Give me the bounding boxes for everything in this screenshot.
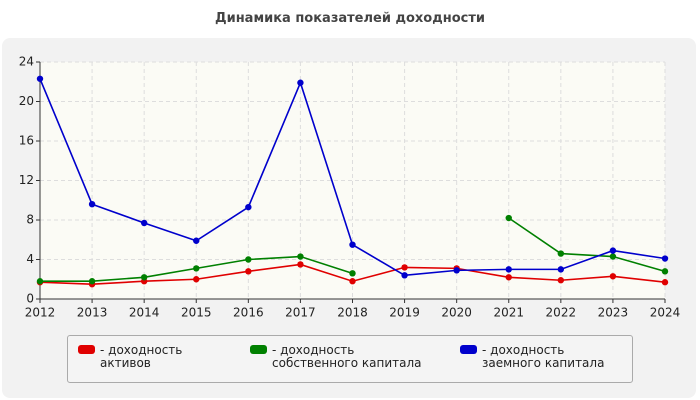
data-point [401,264,408,271]
data-point [36,75,44,82]
data-point [297,261,304,268]
x-tick-label: 2016 [233,306,264,320]
x-tick-label: 2012 [25,306,56,320]
y-tick-label: 0 [26,292,34,306]
y-tick-label: 16 [19,134,34,148]
data-point [245,256,252,263]
data-point [349,278,356,285]
data-point [557,277,565,284]
data-point [140,219,148,227]
legend-label: - доходность заемного капитала [482,343,605,370]
x-tick-label: 2021 [493,306,524,320]
x-tick-label: 2014 [129,306,160,320]
data-point [349,270,356,277]
x-tick-label: 2022 [546,306,577,320]
chart-title: Динамика показателей доходности [215,11,485,26]
data-point [453,267,460,274]
x-tick-label: 2023 [598,306,629,320]
y-tick-label: 4 [26,252,34,266]
data-point [297,253,304,260]
data-point [297,79,304,86]
x-tick-label: 2017 [285,306,316,320]
data-point [557,250,565,257]
y-tick-label: 8 [26,213,34,227]
data-point [193,237,200,244]
data-point [661,268,669,275]
data-point [245,268,252,275]
data-point [193,276,200,283]
legend-label: - доходность собственного капитала [272,343,422,370]
data-point [140,274,148,281]
legend-swatch [250,345,267,354]
data-point [557,266,565,273]
data-point [245,203,252,211]
legend-swatch [460,345,477,354]
x-tick-label: 2015 [181,306,212,320]
data-point [505,214,512,222]
data-point [505,274,512,281]
x-tick-label: 2020 [441,306,472,320]
x-tick-label: 2013 [77,306,108,320]
data-point [36,278,44,285]
y-tick-label: 24 [19,55,34,69]
data-point [349,241,356,248]
y-tick-label: 20 [19,94,34,108]
x-tick-label: 2019 [389,306,420,320]
data-point [661,255,669,262]
data-point [609,247,617,254]
x-tick-label: 2024 [650,306,681,320]
data-point [609,253,617,260]
legend-label: - доходность активов [100,343,183,370]
data-point [505,266,512,273]
data-point [609,273,617,280]
data-point [88,201,96,208]
x-tick-label: 2018 [337,306,368,320]
data-point [401,272,408,279]
data-point [193,265,200,272]
legend: - доходность активов - доходность собстве… [67,335,633,383]
data-point [661,279,669,286]
data-point [88,278,96,285]
legend-swatch [78,345,95,354]
y-tick-label: 12 [19,173,34,187]
